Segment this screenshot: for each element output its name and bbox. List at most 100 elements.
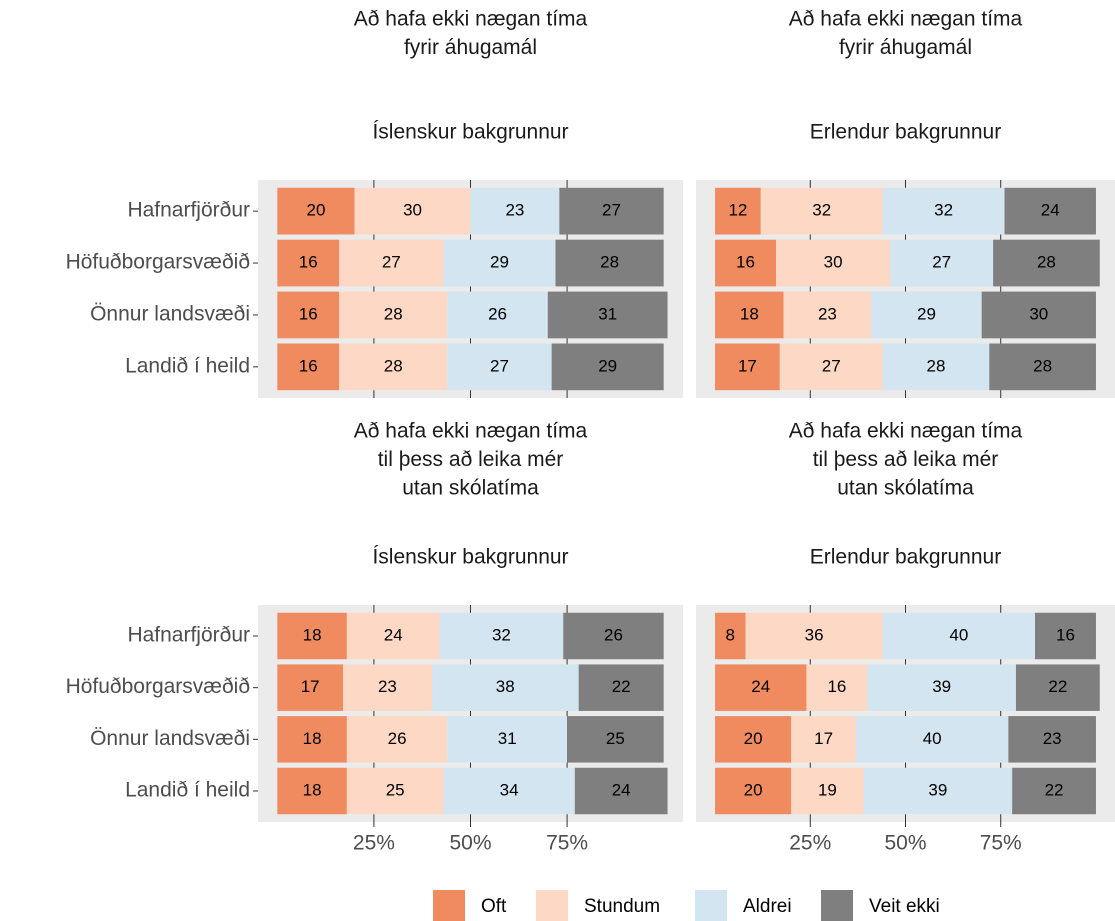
data-label: 30 [403,201,422,220]
data-label: 20 [744,729,763,748]
bar-segment [871,291,982,339]
data-label: 16 [299,253,318,272]
data-label: 31 [498,729,517,748]
data-label: 28 [384,356,403,375]
data-label: 27 [490,356,509,375]
data-label: 27 [602,201,621,220]
data-label: 30 [1029,304,1048,323]
data-label: 16 [736,253,755,272]
data-label: 22 [1048,677,1067,696]
bar-segment [574,767,668,815]
bar-segment [447,343,552,391]
y-tick-label: Hafnarfjörður [127,199,250,222]
data-label: 18 [740,304,759,323]
data-label: 39 [928,780,947,799]
bar-segment [715,716,792,763]
data-label: 40 [949,625,968,644]
bar-segment [715,612,746,660]
data-label: 26 [388,729,407,748]
panel-subtitle: Erlendur bakgrunnur [810,546,1001,569]
y-tick-label: Höfuðborgarsvæðið [66,251,250,274]
bar-segment [745,612,883,660]
bar-segment [346,767,444,815]
panel-title: fyrir áhugamál [839,36,972,59]
bar-segment [791,716,856,763]
bar-segment [567,716,664,763]
legend-label: Stundum [584,896,660,917]
data-label: 32 [812,201,831,220]
bar-segment [715,343,780,391]
y-tick-label: Landið í heild [125,354,250,377]
data-label: 16 [299,356,318,375]
data-label: 24 [751,677,770,696]
y-tick-label: Höfuðborgarsvæðið [66,675,250,698]
data-label: 17 [814,729,833,748]
bar-segment [882,612,1036,660]
bar-segment [339,343,448,391]
bar-segment [470,187,560,235]
data-label: 16 [827,677,846,696]
bar-segment [447,291,548,339]
data-label: 29 [917,304,936,323]
data-label: 20 [744,780,763,799]
bar-segment [1015,664,1100,711]
x-tick-label: 75% [546,832,588,855]
bar-segment [715,239,776,287]
bar-segment [551,343,664,391]
bar-segment [715,664,807,711]
panel-title: fyrir áhugamál [404,36,537,59]
legend-label: Aldrei [743,896,792,917]
x-tick-label: 25% [353,832,395,855]
data-label: 23 [505,201,524,220]
bar-segment [882,187,1005,235]
bar-segment [760,187,883,235]
data-label: 39 [932,677,951,696]
data-label: 30 [824,253,843,272]
bar-segment [867,664,1016,711]
bar-segment [277,291,340,339]
data-label: 12 [728,201,747,220]
data-label: 17 [301,677,320,696]
bar-segment [277,612,347,660]
legend-swatch [695,890,727,921]
bar-segment [346,612,440,660]
data-label: 32 [492,625,511,644]
bar-segment [277,343,340,391]
bar-segment [715,291,784,339]
bar-segment [443,239,556,287]
bar-segment [563,612,664,660]
data-label: 32 [934,201,953,220]
data-label: 18 [303,780,322,799]
bar-segment [354,187,471,235]
data-label: 25 [386,780,405,799]
bar-segment [578,664,664,711]
data-label: 16 [1056,625,1075,644]
bar-segment [277,664,343,711]
bar-segment [431,664,579,711]
data-label: 27 [382,253,401,272]
bar-segment [339,239,444,287]
legend-swatch [821,890,853,921]
data-label: 24 [384,625,403,644]
data-label: 36 [805,625,824,644]
x-tick-label: 75% [980,832,1022,855]
legend-swatch [536,890,568,921]
bar-segment [779,343,883,391]
data-label: 25 [606,729,625,748]
panel-title: Að hafa ekki nægan tíma [789,420,1023,443]
bar-segment [855,716,1009,763]
data-label: 24 [1041,201,1060,220]
panel-title: til þess að leika mér [813,448,999,471]
bar-segment [547,291,668,339]
panel-subtitle: Erlendur bakgrunnur [810,121,1001,144]
bar-segment [715,767,792,815]
panel-title: Að hafa ekki nægan tíma [354,8,588,31]
data-label: 23 [818,304,837,323]
data-label: 29 [598,356,617,375]
bar-segment [882,343,990,391]
bar-segment [439,612,564,660]
y-tick-label: Önnur landsvæði [90,302,250,325]
bar-segment [346,716,448,763]
data-label: 22 [612,677,631,696]
panel-title: utan skólatíma [402,477,539,500]
